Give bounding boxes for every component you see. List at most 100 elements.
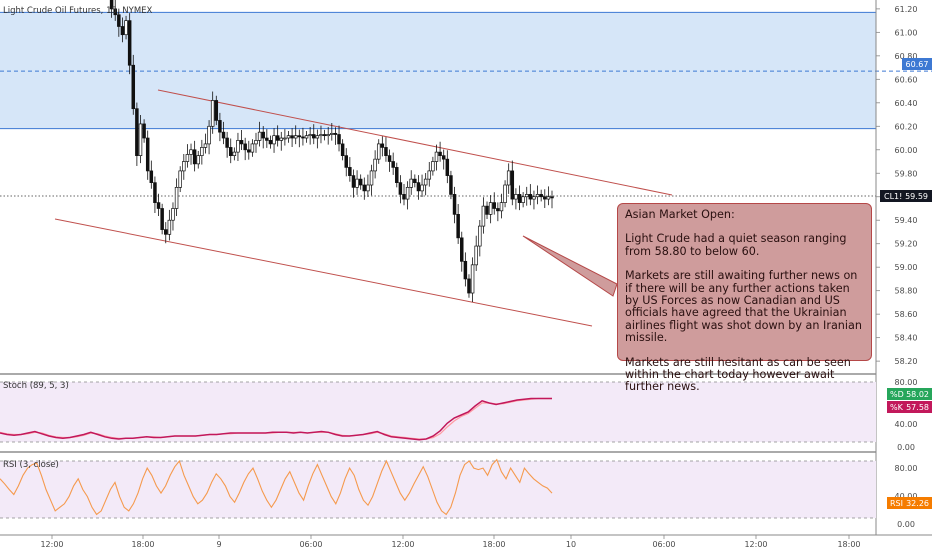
candle-up bbox=[196, 155, 200, 165]
time-tick-label: 06:00 bbox=[652, 540, 675, 549]
indicator-axes: 80.00 40.00 0.00 80.00 40.00 0.00 bbox=[895, 378, 918, 529]
zone-price-label: 60.67 bbox=[906, 60, 929, 69]
candle-down bbox=[413, 178, 417, 184]
candle-down bbox=[275, 135, 280, 141]
candle-down bbox=[344, 155, 348, 168]
candle-down bbox=[543, 196, 547, 200]
candle-up bbox=[431, 161, 435, 172]
candle-up bbox=[514, 194, 518, 200]
candle-down bbox=[539, 194, 543, 198]
candle-up bbox=[420, 184, 424, 192]
candle-up bbox=[207, 125, 211, 145]
note-paragraph-1: Light Crude had a quiet season ranging f… bbox=[625, 232, 847, 258]
time-tick-label: 12:00 bbox=[391, 540, 414, 549]
candle-down bbox=[290, 135, 294, 139]
candle-down bbox=[358, 178, 363, 186]
note-paragraph-3: Markets are still hesitant as can be see… bbox=[625, 355, 851, 394]
candle-down bbox=[247, 149, 251, 153]
candle-up bbox=[257, 131, 262, 141]
candle-up bbox=[304, 135, 309, 139]
channel-lower-line[interactable] bbox=[54, 218, 593, 327]
candle-down bbox=[492, 202, 496, 209]
candle-up bbox=[308, 134, 312, 137]
candle-down bbox=[127, 20, 132, 66]
candle-down bbox=[398, 182, 403, 195]
candle-down bbox=[225, 137, 229, 148]
rsi-value: 32.26 bbox=[906, 499, 929, 508]
candle-down bbox=[528, 194, 533, 200]
candle-up bbox=[254, 140, 258, 145]
candle-up bbox=[434, 151, 439, 162]
price-tick-label: 60.40 bbox=[895, 99, 918, 108]
candle-down bbox=[485, 205, 489, 215]
candle-up bbox=[200, 147, 204, 156]
candle-up bbox=[478, 225, 482, 247]
candle-down bbox=[452, 194, 457, 215]
time-axis[interactable]: 12:00 18:00 9 06:00 12:00 18:00 10 06:00 12:00 18… bbox=[40, 535, 861, 549]
rsi-title[interactable]: RSI (3, close) bbox=[3, 460, 59, 470]
candle-down bbox=[149, 170, 154, 184]
candle-down bbox=[153, 182, 157, 203]
last-price-badge bbox=[880, 190, 932, 202]
candle-down bbox=[301, 136, 305, 139]
candle-up bbox=[506, 170, 511, 186]
indicator-tick-label: 40.00 bbox=[895, 492, 918, 501]
price-tick-label: 58.40 bbox=[895, 334, 918, 343]
candle-up bbox=[283, 137, 287, 140]
candle-down bbox=[113, 8, 117, 16]
candle-up bbox=[319, 134, 323, 137]
indicator-tick-label: 80.00 bbox=[895, 378, 918, 387]
candle-up bbox=[376, 143, 381, 160]
candle-down bbox=[340, 143, 345, 156]
candle-up bbox=[326, 134, 330, 137]
candle-up bbox=[286, 135, 291, 139]
candle-down bbox=[380, 143, 385, 148]
indicator-tick-label: 0.00 bbox=[897, 443, 915, 452]
candle-down bbox=[239, 140, 244, 145]
analysis-note[interactable]: Asian Market Open: Light Crude had a qui… bbox=[617, 203, 872, 393]
rsi-badge-label: RSI bbox=[890, 499, 903, 508]
candle-down bbox=[117, 14, 121, 27]
price-tick-label: 61.00 bbox=[895, 28, 918, 37]
candle-up bbox=[236, 140, 240, 153]
indicator-tick-label: 40.00 bbox=[895, 420, 918, 429]
stoch-title[interactable]: Stoch (89, 5, 3) bbox=[3, 381, 69, 391]
resistance-zone bbox=[0, 12, 876, 129]
rsi-line bbox=[0, 458, 553, 516]
time-tick-label: 18:00 bbox=[131, 540, 154, 549]
candle-down bbox=[391, 161, 395, 168]
candle-down bbox=[135, 108, 139, 156]
candle-down bbox=[333, 132, 338, 135]
candle-up bbox=[499, 202, 504, 212]
price-tick-label: 60.60 bbox=[895, 75, 918, 84]
candle-down bbox=[214, 100, 219, 121]
candle-up bbox=[178, 170, 182, 188]
candle-up bbox=[546, 196, 551, 200]
candle-up bbox=[503, 184, 507, 203]
candle-down bbox=[456, 214, 460, 239]
candle-down bbox=[449, 175, 453, 195]
candlestick-series bbox=[109, 0, 554, 302]
chart-title[interactable]: Light Crude Oil Futures, 15, NYMEX bbox=[3, 6, 153, 16]
candle-up bbox=[171, 208, 175, 221]
candle-down bbox=[261, 131, 265, 139]
candle-up bbox=[474, 245, 478, 266]
candle-down bbox=[395, 167, 399, 184]
candle-down bbox=[142, 123, 146, 139]
candle-up bbox=[293, 135, 298, 139]
candle-up bbox=[409, 178, 413, 188]
channel-upper-line[interactable] bbox=[157, 89, 673, 196]
candle-down bbox=[297, 135, 302, 138]
price-tick-label: 58.80 bbox=[895, 287, 918, 296]
price-tick-label: 59.80 bbox=[895, 169, 918, 178]
time-tick-label: 10 bbox=[566, 540, 576, 549]
candle-up bbox=[355, 178, 359, 188]
price-tick-label: 61.20 bbox=[895, 5, 918, 14]
candle-up bbox=[427, 170, 432, 180]
rsi-badge bbox=[887, 497, 932, 509]
candle-down bbox=[463, 260, 468, 280]
candle-up bbox=[470, 264, 475, 294]
candle-down bbox=[164, 229, 168, 235]
stoch-k-badge bbox=[887, 401, 932, 413]
candle-up bbox=[174, 186, 179, 209]
